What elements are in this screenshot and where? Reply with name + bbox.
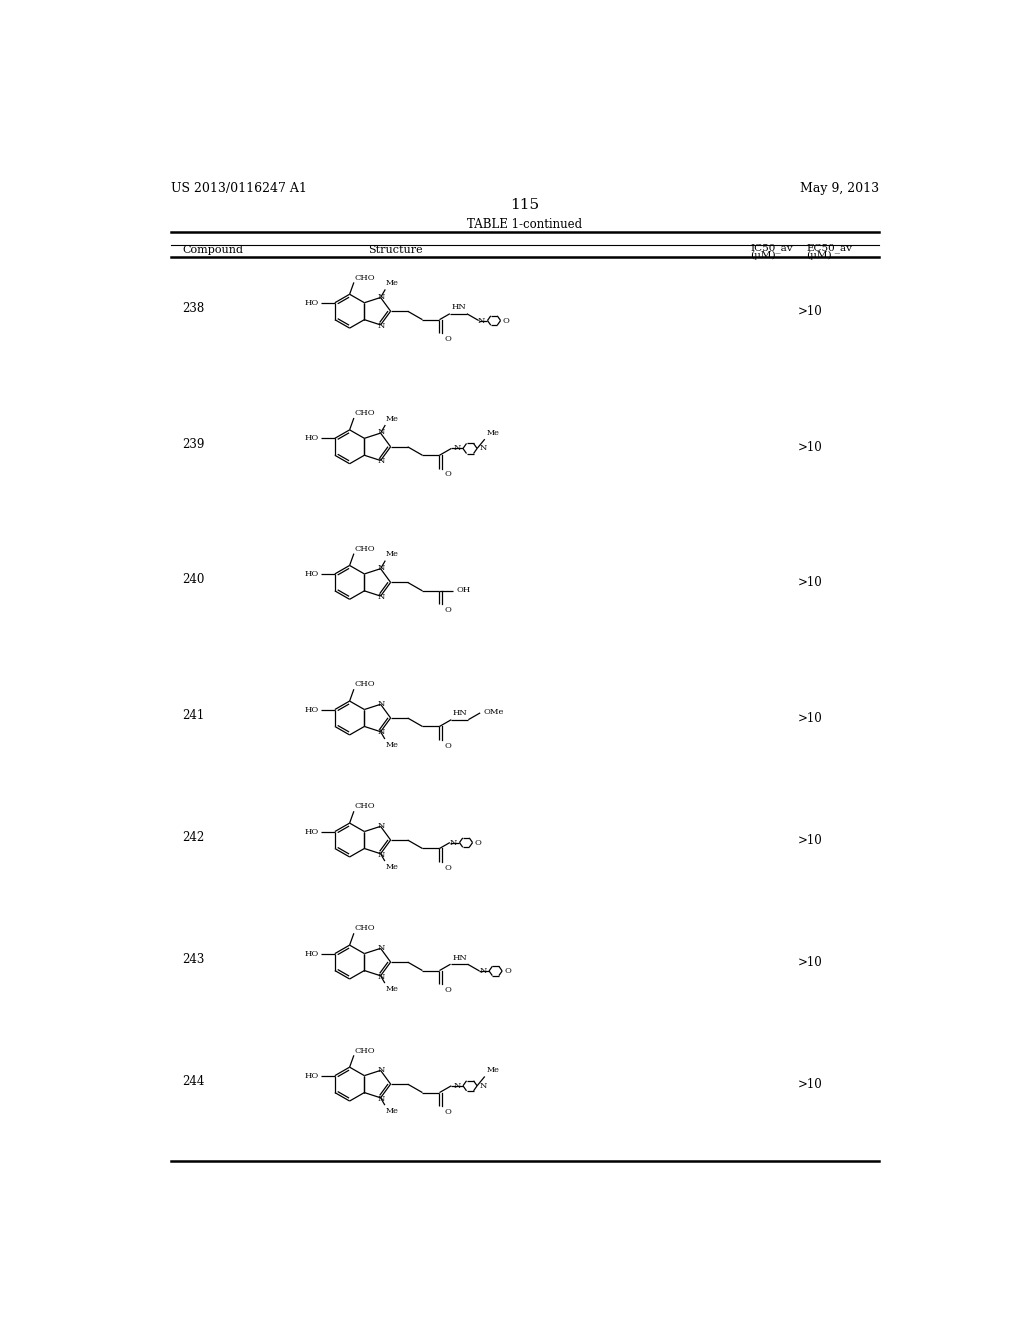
Text: OH: OH — [457, 586, 470, 594]
Text: N: N — [479, 1082, 486, 1090]
Text: HN: HN — [452, 304, 466, 312]
Text: N: N — [378, 700, 385, 708]
Text: (μM): (μM) — [751, 251, 776, 260]
Text: Me: Me — [386, 414, 399, 422]
Text: N: N — [378, 457, 385, 465]
Text: O: O — [444, 742, 452, 750]
Text: >10: >10 — [798, 577, 822, 589]
Text: >10: >10 — [798, 834, 822, 847]
Text: HO: HO — [304, 705, 318, 714]
Text: TABLE 1-continued: TABLE 1-continued — [467, 218, 583, 231]
Text: N: N — [378, 564, 385, 572]
Text: N: N — [378, 1065, 385, 1073]
Text: N: N — [378, 593, 385, 601]
Text: 240: 240 — [182, 573, 205, 586]
Text: HN: HN — [453, 709, 468, 717]
Text: CHO: CHO — [354, 545, 375, 553]
Text: IC50_av: IC50_av — [751, 243, 793, 253]
Text: O: O — [444, 335, 452, 343]
Text: 241: 241 — [182, 709, 205, 722]
Text: N: N — [378, 944, 385, 952]
Text: >10: >10 — [798, 305, 822, 318]
Text: HO: HO — [304, 434, 318, 442]
Text: N: N — [450, 838, 457, 846]
Text: N: N — [378, 322, 385, 330]
Text: HO: HO — [304, 1072, 318, 1080]
Text: CHO: CHO — [354, 680, 375, 689]
Text: O: O — [475, 838, 481, 846]
Text: O: O — [505, 968, 511, 975]
Text: O: O — [503, 317, 510, 325]
Text: O: O — [444, 606, 452, 614]
Text: O: O — [444, 986, 452, 994]
Text: N: N — [454, 1082, 461, 1090]
Text: N: N — [378, 973, 385, 981]
Text: CHO: CHO — [354, 273, 375, 281]
Text: CHO: CHO — [354, 409, 375, 417]
Text: >10: >10 — [798, 441, 822, 454]
Text: N: N — [479, 445, 486, 453]
Text: CHO: CHO — [354, 924, 375, 932]
Text: N: N — [378, 1094, 385, 1102]
Text: O: O — [444, 470, 452, 478]
Text: >10: >10 — [798, 956, 822, 969]
Text: Me: Me — [486, 1067, 499, 1074]
Text: EC50_av: EC50_av — [806, 243, 852, 253]
Text: N: N — [378, 428, 385, 437]
Text: HN: HN — [453, 954, 467, 962]
Text: 242: 242 — [182, 830, 205, 843]
Text: O: O — [444, 863, 452, 871]
Text: OMe: OMe — [483, 708, 504, 717]
Text: Me: Me — [386, 1107, 398, 1115]
Text: HO: HO — [304, 570, 318, 578]
Text: HO: HO — [304, 949, 318, 957]
Text: O: O — [444, 1107, 452, 1115]
Text: Me: Me — [386, 863, 398, 871]
Text: Structure: Structure — [368, 246, 423, 255]
Text: CHO: CHO — [354, 1047, 375, 1055]
Text: N: N — [479, 968, 486, 975]
Text: >10: >10 — [798, 711, 822, 725]
Text: N: N — [378, 729, 385, 737]
Text: May 9, 2013: May 9, 2013 — [800, 182, 879, 194]
Text: Me: Me — [486, 429, 499, 437]
Text: CHO: CHO — [354, 803, 375, 810]
Text: 244: 244 — [182, 1074, 205, 1088]
Text: N: N — [454, 445, 461, 453]
Text: HO: HO — [304, 298, 318, 306]
Text: Compound: Compound — [182, 246, 244, 255]
Text: Me: Me — [386, 986, 398, 994]
Text: Me: Me — [386, 279, 399, 288]
Text: 238: 238 — [182, 302, 205, 315]
Text: 115: 115 — [510, 198, 540, 213]
Text: N: N — [378, 850, 385, 858]
Text: 239: 239 — [182, 437, 205, 450]
Text: 243: 243 — [182, 953, 205, 966]
Text: >10: >10 — [798, 1078, 822, 1090]
Text: (μM): (μM) — [806, 251, 831, 260]
Text: Me: Me — [386, 742, 398, 750]
Text: HO: HO — [304, 828, 318, 836]
Text: US 2013/0116247 A1: US 2013/0116247 A1 — [171, 182, 306, 194]
Text: Me: Me — [386, 550, 399, 558]
Text: N: N — [378, 293, 385, 301]
Text: N: N — [378, 821, 385, 829]
Text: N: N — [478, 317, 485, 325]
